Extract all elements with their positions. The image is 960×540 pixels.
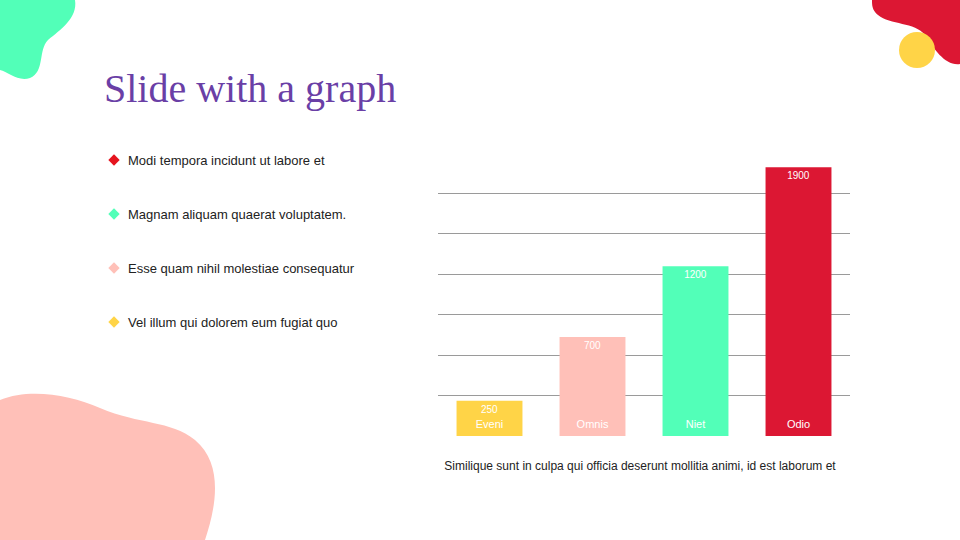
svg-text:Omnis: Omnis bbox=[577, 418, 609, 430]
html-text:Magnam aliquam quaerat volupta: Magnam aliquam quaerat voluptatem. bbox=[128, 207, 347, 222]
html-text:Esse quam nihil molestiae cons: Esse quam nihil molestiae consequatur bbox=[128, 261, 355, 276]
svg-text:700: 700 bbox=[584, 340, 601, 351]
svg-text:1200: 1200 bbox=[684, 269, 707, 280]
html-text:Similique sunt in culpa qui of: Similique sunt in culpa qui officia dese… bbox=[444, 459, 836, 473]
svg-text:Odio: Odio bbox=[787, 418, 810, 430]
svg-text:Eveni: Eveni bbox=[476, 418, 504, 430]
html-text:Slide with a graph: Slide with a graph bbox=[104, 66, 397, 111]
svg-text:Niet: Niet bbox=[686, 418, 706, 430]
svg-text:1900: 1900 bbox=[787, 170, 810, 181]
html-text:Vel illum qui dolorem eum fugi: Vel illum qui dolorem eum fugiat quo bbox=[128, 315, 338, 330]
html-text:Modi tempora incidunt ut labor: Modi tempora incidunt ut labore et bbox=[128, 153, 325, 168]
svg-text:250: 250 bbox=[481, 404, 498, 415]
